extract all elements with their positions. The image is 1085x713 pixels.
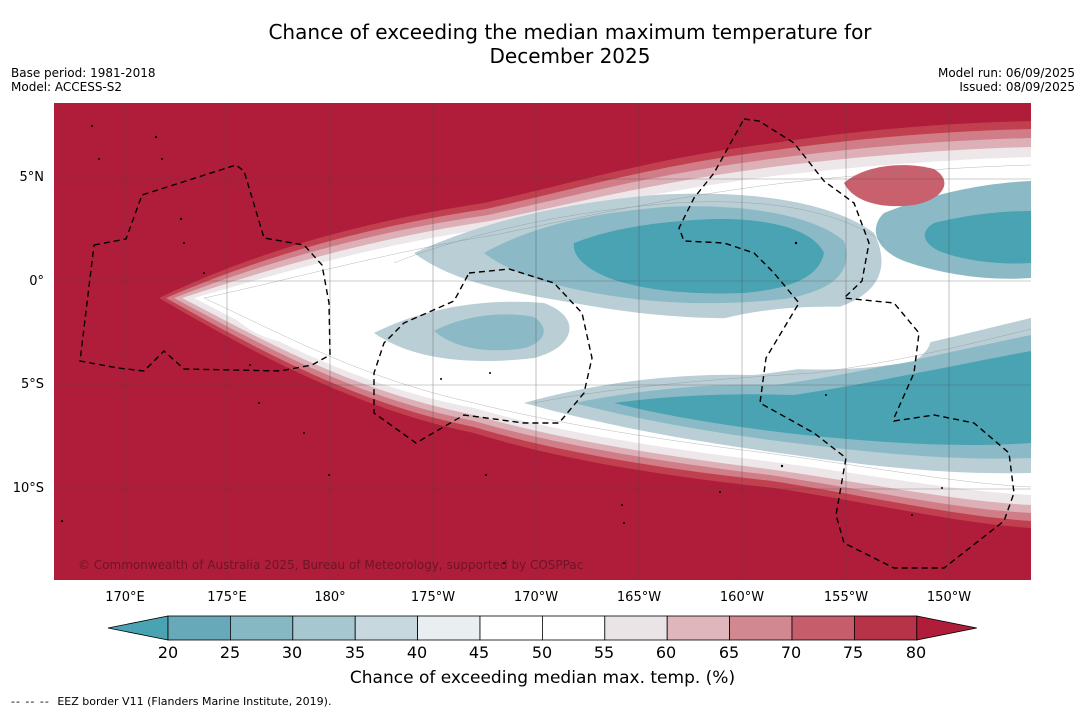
meta-left: Base period: 1981-2018 Model: ACCESS-S2	[11, 66, 156, 94]
lat-label-5s: 5°S	[20, 377, 44, 392]
eez-tuvalu	[373, 268, 593, 444]
title-line-1: Chance of exceeding the median maximum t…	[268, 20, 872, 44]
colorbar-cell	[230, 615, 294, 641]
cool-mid-30	[434, 314, 544, 351]
lon-label-155w: 155°W	[823, 590, 869, 605]
lon-label-175w: 175°W	[410, 590, 456, 605]
lon-label-160w: 160°W	[719, 590, 765, 605]
model-run: Model run: 06/09/2025	[937, 66, 1075, 80]
lon-label-175e: 175°E	[207, 590, 247, 605]
lon-label-170e: 170°E	[105, 590, 145, 605]
title-line-2: December 2025	[489, 44, 651, 68]
colorbar-tick: 80	[905, 643, 927, 662]
lon-label-170w: 170°W	[513, 590, 559, 605]
map-panel	[54, 103, 1031, 580]
lat-label-5n: 5°N	[19, 170, 45, 185]
colorbar-cell	[354, 615, 418, 641]
eez-kiribati-east	[678, 118, 1015, 569]
white-west	[219, 286, 358, 344]
colorbar-tick: 45	[468, 643, 490, 662]
colorbar-cell	[541, 615, 606, 641]
colorbar-cell	[854, 615, 918, 641]
colorbar-cell	[292, 615, 356, 641]
issued-date: Issued: 08/09/2025	[959, 80, 1075, 94]
colorbar-tick: 70	[780, 643, 802, 662]
colorbar-cell	[604, 615, 668, 641]
cool-north-25	[573, 218, 824, 294]
eez-legend: -- -- -- EEZ border V11 (Flanders Marine…	[11, 695, 331, 708]
lon-label-180: 180°	[314, 590, 346, 605]
eez-legend-text: EEZ border V11 (Flanders Marine Institut…	[57, 695, 332, 708]
colorbar-tick: 65	[718, 643, 740, 662]
contour-lines	[203, 164, 1031, 488]
eez-legend-dash: -- -- --	[11, 695, 50, 708]
eez-borders	[79, 118, 1015, 569]
meta-right: Model run: 06/09/2025 Issued: 08/09/2025	[938, 66, 1075, 94]
copyright-watermark: © Commonwealth of Australia 2025, Bureau…	[78, 558, 584, 572]
colorbar-cell	[666, 615, 731, 641]
lat-label-10s: 10°S	[12, 481, 44, 496]
colorbar-tick: 35	[344, 643, 366, 662]
colorbar-tick: 60	[655, 643, 677, 662]
lat-label-0: 0°	[29, 274, 44, 289]
colorbar-label: Chance of exceeding median max. temp. (%…	[349, 668, 736, 688]
colorbar	[105, 612, 985, 648]
colorbar-cell	[729, 615, 793, 641]
gridlines	[54, 103, 1031, 580]
colorbar-graphic	[107, 615, 977, 641]
cool-south-25	[614, 351, 1031, 446]
colorbar-cell	[479, 615, 543, 641]
colorbar-cell	[791, 615, 855, 641]
colorbar-cell	[417, 615, 481, 641]
model-name: Model: ACCESS-S2	[11, 80, 123, 94]
forecast-map	[54, 103, 1031, 580]
map-title: Chance of exceeding the median maximum t…	[0, 20, 1085, 68]
cool-east-25	[924, 211, 1031, 264]
colorbar-tick: 40	[406, 643, 428, 662]
island-marks	[60, 125, 943, 565]
colorbar-cell	[167, 615, 231, 641]
colorbar-tick: 25	[219, 643, 241, 662]
colorbar-tick: 50	[531, 643, 553, 662]
white-central	[686, 306, 931, 370]
warm-east-70	[844, 165, 945, 207]
colorbar-tick: 75	[842, 643, 864, 662]
colorbar-tick: 55	[593, 643, 615, 662]
colorbar-tick: 30	[281, 643, 303, 662]
lon-label-150w: 150°W	[926, 590, 972, 605]
colorbar-extend-low	[107, 615, 169, 641]
lon-label-165w: 165°W	[616, 590, 662, 605]
base-period: Base period: 1981-2018	[11, 66, 156, 80]
colorbar-extend-high	[916, 615, 977, 641]
colorbar-tick: 20	[157, 643, 179, 662]
eez-kiribati-west	[79, 164, 331, 372]
